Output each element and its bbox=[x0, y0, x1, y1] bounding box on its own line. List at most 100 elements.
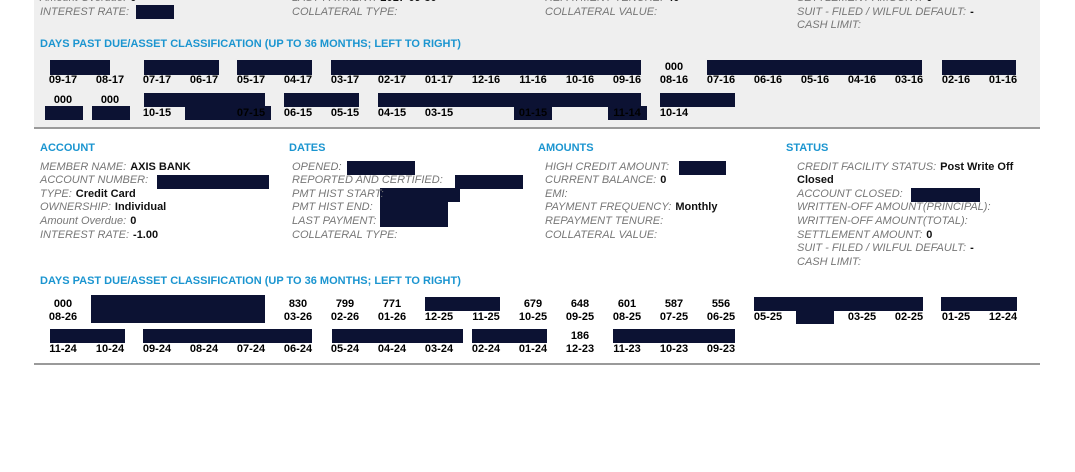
field: Amount Overdue:0 bbox=[40, 215, 280, 229]
field-label: COLLATERAL TYPE: bbox=[292, 228, 398, 241]
field-label: TYPE: bbox=[40, 187, 72, 200]
dpd-month: 05-24 bbox=[330, 343, 360, 355]
field-value: 0 bbox=[660, 174, 667, 187]
dpd-month: 01-25 bbox=[941, 311, 971, 323]
dpd-month: 12-16 bbox=[471, 74, 501, 86]
dpd-month: 12-25 bbox=[424, 311, 454, 323]
dpd-month: 08-26 bbox=[48, 311, 78, 323]
redaction bbox=[50, 329, 125, 343]
dpd-value: 799 bbox=[335, 298, 355, 310]
dpd-month: 08-16 bbox=[659, 74, 689, 86]
field-column: AMOUNTS HIGH CREDIT AMOUNT: CURRENT BALANC… bbox=[538, 142, 778, 242]
dpd-month: 03-25 bbox=[847, 311, 877, 323]
redaction bbox=[380, 201, 448, 227]
field-label: PMT HIST END: bbox=[292, 201, 373, 214]
field-label: REPORTED AND CERTIFIED: bbox=[292, 174, 443, 187]
dpd-month: 04-15 bbox=[377, 107, 407, 119]
redaction bbox=[143, 329, 312, 343]
field-label: HIGH CREDIT AMOUNT: bbox=[545, 160, 670, 173]
dpd-month: 05-15 bbox=[330, 107, 360, 119]
dpd-month: 03-15 bbox=[424, 107, 454, 119]
field-value: AXIS BANK bbox=[130, 160, 191, 173]
dpd-month: 01-24 bbox=[518, 343, 548, 355]
dpd-month: 02-26 bbox=[330, 311, 360, 323]
dpd-month: 03-16 bbox=[894, 74, 924, 86]
redaction bbox=[45, 106, 83, 120]
field-label: COLLATERAL VALUE: bbox=[545, 5, 658, 18]
field-label: SETTLEMENT AMOUNT: bbox=[797, 0, 922, 4]
field-label: ACCOUNT NUMBER: bbox=[40, 174, 149, 187]
field: CASH LIMIT: bbox=[797, 19, 1037, 33]
field-label: REPAYMENT TENURE: bbox=[545, 0, 663, 4]
redaction bbox=[514, 106, 552, 120]
redaction bbox=[660, 93, 735, 107]
field-value: - bbox=[970, 242, 974, 255]
dpd-month: 11-25 bbox=[472, 311, 500, 323]
field-label: PAYMENT FREQUENCY: bbox=[545, 201, 672, 214]
redaction bbox=[157, 175, 269, 189]
section-heading: ACCOUNT bbox=[40, 142, 95, 154]
dpd-month: 10-23 bbox=[659, 343, 689, 355]
redaction bbox=[380, 188, 460, 202]
redaction bbox=[472, 329, 547, 343]
field-value: Individual bbox=[114, 201, 167, 214]
dpd-month: 01-15 bbox=[518, 107, 548, 119]
field: Amount Overdue:0 bbox=[40, 0, 280, 6]
field-column: ACCOUNT MEMBER NAME: AXIS BANK ACCOUNT NUMB… bbox=[40, 142, 280, 242]
redaction bbox=[378, 93, 641, 107]
redaction bbox=[284, 93, 359, 107]
field-list: CREDIT FACILITY STATUS: Post Write Off Cl… bbox=[797, 161, 1026, 270]
field-value: 0 bbox=[926, 0, 932, 4]
dpd-month: 07-17 bbox=[142, 74, 172, 86]
field: SETTLEMENT AMOUNT:0 bbox=[797, 229, 1026, 243]
dpd-month: 05-17 bbox=[236, 74, 266, 86]
dpd-month: 09-17 bbox=[48, 74, 78, 86]
dpd-month: 11-24 bbox=[49, 343, 77, 355]
field-column: REPAYMENT TENURE: 40 COLLATERAL VALUE: bbox=[545, 0, 785, 19]
field-label: CURRENT BALANCE: bbox=[545, 174, 657, 187]
dpd-title: DAYS PAST DUE/ASSET CLASSIFICATION (UP T… bbox=[40, 275, 461, 287]
dpd-month: 02-25 bbox=[894, 311, 924, 323]
field: COLLATERAL VALUE: bbox=[545, 229, 778, 243]
redaction bbox=[331, 60, 641, 75]
field-label: EMI: bbox=[545, 187, 568, 200]
dpd-month: 02-24 bbox=[471, 343, 501, 355]
dpd-month: 04-24 bbox=[377, 343, 407, 355]
dpd-month: 11-16 bbox=[519, 74, 547, 86]
field: REPAYMENT TENURE: bbox=[545, 215, 778, 229]
dpd-value: 771 bbox=[382, 298, 402, 310]
field: LAST PAYMENT: bbox=[292, 215, 529, 229]
field-value: 0 bbox=[130, 214, 137, 227]
section-heading: AMOUNTS bbox=[538, 142, 594, 154]
redaction bbox=[754, 297, 923, 311]
dpd-value: 587 bbox=[664, 298, 684, 310]
field: EMI: bbox=[545, 188, 778, 202]
field-value: Post Write Off Closed bbox=[797, 160, 1014, 187]
field-column: DATES OPENED: REPORTED AND CERTIFIED: PMT H… bbox=[289, 142, 529, 242]
dpd-month: 03-26 bbox=[283, 311, 313, 323]
field-label: MEMBER NAME: bbox=[40, 160, 127, 173]
field: OWNERSHIP: Individual bbox=[40, 201, 280, 215]
field-label: INTEREST RATE: bbox=[40, 5, 130, 18]
field: SUIT - FILED / WILFUL DEFAULT: - bbox=[797, 6, 1037, 20]
field-list: HIGH CREDIT AMOUNT: CURRENT BALANCE: 0 EMI:… bbox=[545, 161, 778, 243]
dpd-month: 08-17 bbox=[95, 74, 125, 86]
field: HIGH CREDIT AMOUNT: bbox=[545, 161, 778, 175]
dpd-month: 07-16 bbox=[706, 74, 736, 86]
dpd-value: 000 bbox=[53, 298, 73, 310]
dpd-month: 02-17 bbox=[377, 74, 407, 86]
field: WRITTEN-OFF AMOUNT(TOTAL): bbox=[797, 215, 1026, 229]
redaction bbox=[92, 106, 130, 120]
field-label: REPAYMENT TENURE: bbox=[545, 214, 664, 227]
field-label: INTEREST RATE: bbox=[40, 228, 130, 241]
dpd-month: 05-16 bbox=[800, 74, 830, 86]
redaction bbox=[144, 60, 219, 75]
redaction bbox=[455, 175, 523, 189]
dpd-month: 10-24 bbox=[95, 343, 125, 355]
field-value: 2017-09-30 bbox=[380, 0, 436, 4]
redaction bbox=[237, 60, 312, 75]
dpd-month: 04-17 bbox=[283, 74, 313, 86]
dpd-month: 09-23 bbox=[706, 343, 736, 355]
field-value: 0 bbox=[130, 0, 136, 4]
